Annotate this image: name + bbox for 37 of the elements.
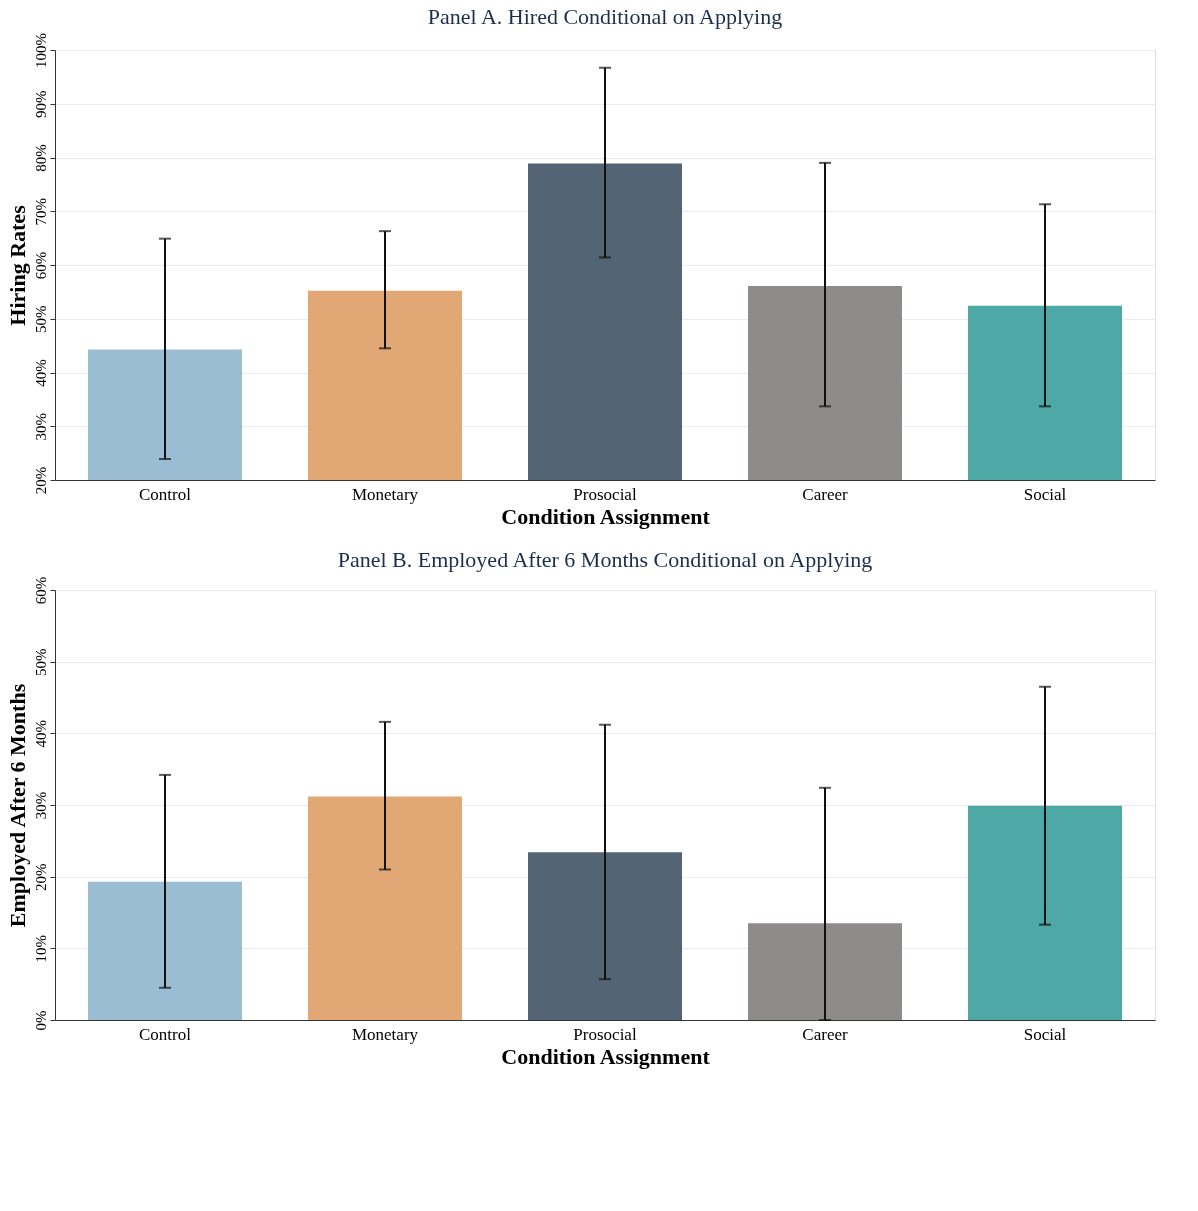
bar [968, 805, 1122, 1020]
bar [88, 881, 242, 1020]
x-tick-label: Prosocial [573, 1024, 637, 1044]
x-axis-title: Condition Assignment [501, 1043, 711, 1069]
chart-title: Panel A. Hired Conditional on Applying [427, 3, 783, 29]
y-tick-label: 60% [32, 576, 49, 605]
bar [528, 852, 682, 1020]
x-tick-label: Prosocial [573, 484, 637, 504]
y-tick-label: 30% [32, 413, 49, 441]
x-tick-label: Monetary [351, 484, 419, 504]
y-tick-label: 50% [32, 648, 49, 676]
y-tick-label: 60% [32, 251, 49, 280]
y-tick-label: 0% [32, 1010, 49, 1031]
y-tick-label: 20% [32, 466, 49, 495]
x-tick-label: Social [1023, 1024, 1067, 1044]
y-tick-label: 40% [32, 359, 49, 387]
bar [308, 796, 462, 1020]
x-tick-label: Career [802, 484, 848, 504]
chart-title: Panel B. Employed After 6 Months Conditional on Applying [337, 547, 873, 573]
y-tick-label: 70% [32, 198, 49, 226]
y-tick-label: 30% [32, 791, 49, 820]
y-tick-label: 10% [32, 935, 49, 963]
x-tick-label: Monetary [351, 1024, 419, 1044]
x-tick-label: Career [802, 1024, 848, 1044]
x-tick-label: Social [1023, 484, 1067, 504]
y-tick-label: 40% [32, 720, 49, 748]
y-tick-label: 100% [32, 33, 49, 68]
y-axis-title: Employed After 6 Months [4, 683, 30, 928]
y-tick-label: 20% [32, 863, 49, 891]
x-tick-label: Control [139, 484, 192, 504]
x-tick-label: Control [139, 1024, 192, 1044]
y-tick-label: 50% [32, 305, 49, 333]
y-axis-title: Hiring Rates [4, 204, 30, 326]
y-tick-label: 90% [32, 90, 49, 118]
bar [748, 923, 902, 1020]
x-axis-title: Condition Assignment [501, 503, 711, 529]
y-tick-label: 80% [32, 144, 49, 172]
